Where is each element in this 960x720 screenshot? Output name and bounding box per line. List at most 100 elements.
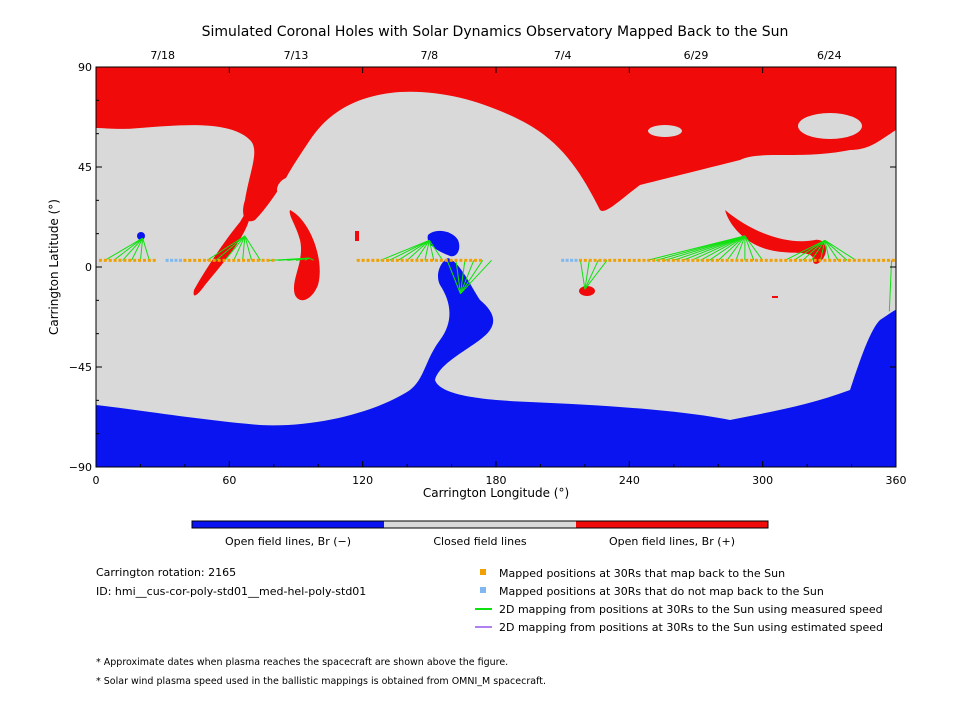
mapped-position	[415, 258, 419, 262]
mapped-position	[823, 258, 827, 262]
colorbar-segment	[384, 521, 576, 528]
mapping-line	[428, 240, 444, 261]
mapped-positions	[98, 258, 895, 262]
mapped-position	[103, 258, 107, 262]
mapped-position	[242, 258, 246, 262]
mapping-line	[244, 235, 253, 261]
mapping-line	[682, 235, 746, 261]
chart-title: Simulated Coronal Holes with Solar Dynam…	[202, 24, 789, 40]
mapping-line	[700, 235, 746, 261]
mapped-position	[618, 258, 622, 262]
mapped-position	[759, 258, 763, 262]
closed-island	[798, 113, 862, 139]
footnote-speed: * Solar wind plasma speed used in the ba…	[96, 676, 546, 687]
mapping-line	[584, 260, 590, 290]
mapped-position	[588, 258, 592, 262]
legend-square-marker	[480, 569, 486, 575]
mapping-line	[824, 240, 830, 261]
mapped-position	[686, 258, 690, 262]
mapping-line	[242, 235, 246, 261]
colorbar-frame	[191, 520, 769, 529]
y-tick-label: −90	[69, 461, 92, 474]
mapped-position	[852, 258, 856, 262]
mapped-position	[622, 258, 626, 262]
mapping-line	[131, 237, 144, 261]
mapped-position	[147, 258, 151, 262]
mapped-position	[474, 258, 478, 262]
mapped-position	[395, 258, 399, 262]
closed-island	[733, 160, 797, 200]
mapping-line	[579, 260, 586, 290]
mapped-position	[838, 258, 842, 262]
mapped-position	[813, 258, 817, 262]
mapped-position	[891, 258, 895, 262]
mapped-position	[459, 258, 463, 262]
mapped-position	[701, 258, 705, 262]
closed-island	[277, 176, 313, 204]
mapped-position	[862, 258, 866, 262]
legend-label: Mapped positions at 30Rs that do not map…	[499, 585, 824, 598]
mapped-position	[666, 258, 670, 262]
mapped-position	[390, 258, 394, 262]
legend-line-marker	[475, 626, 492, 628]
mapping-line	[139, 238, 144, 261]
mapped-position	[256, 258, 260, 262]
mapped-position	[681, 258, 685, 262]
unmapped-position	[174, 258, 178, 262]
mapping-line	[460, 260, 484, 294]
mapped-position	[449, 258, 453, 262]
mapped-position	[261, 258, 265, 262]
mapped-position	[808, 258, 812, 262]
mapped-position	[593, 258, 597, 262]
mapping-line	[744, 235, 764, 261]
colorbar: Open field lines, Br (−) Closed field lin…	[191, 520, 769, 548]
unmapped-position	[570, 258, 574, 262]
mapped-position	[113, 258, 117, 262]
mapped-position	[118, 258, 122, 262]
mapped-position	[583, 258, 587, 262]
mapped-position	[430, 258, 434, 262]
mapped-position	[425, 258, 429, 262]
mapping-line	[244, 235, 261, 261]
y-tick-label: 90	[78, 61, 92, 74]
mapping-line	[691, 235, 746, 261]
south-negative-coronal-hole	[96, 258, 896, 467]
mapped-position	[232, 258, 236, 262]
mapped-position	[642, 258, 646, 262]
mapped-position	[652, 258, 656, 262]
mapped-position	[439, 258, 443, 262]
mapped-position	[227, 258, 231, 262]
positive-lobe	[355, 231, 359, 241]
mapping-line	[304, 257, 310, 261]
positive-lobe	[579, 286, 595, 296]
mapped-position	[188, 258, 192, 262]
mapped-position	[857, 258, 861, 262]
mapping-line	[459, 260, 466, 294]
mapping-line	[446, 260, 461, 294]
unmapped-position	[165, 258, 169, 262]
top-date-label: 7/13	[284, 49, 309, 62]
mapped-position	[803, 258, 807, 262]
colorbar-segment	[192, 521, 384, 528]
mapped-position	[715, 258, 719, 262]
mapped-position	[647, 258, 651, 262]
mapped-position	[725, 258, 729, 262]
footnote-dates: * Approximate dates when plasma reaches …	[96, 657, 509, 668]
mapping-line	[673, 235, 746, 261]
x-tick-label: 120	[352, 474, 373, 487]
mapped-position	[152, 258, 156, 262]
mapped-position	[386, 258, 390, 262]
mapped-position	[266, 258, 270, 262]
legend-label: 2D mapping from positions at 30Rs to the…	[499, 603, 883, 616]
legend-label: 2D mapping from positions at 30Rs to the…	[499, 621, 884, 634]
mapped-position	[371, 258, 375, 262]
mapping-line	[744, 235, 755, 261]
y-tick-label: 0	[85, 261, 92, 274]
carrington-rotation-label: Carrington rotation: 2165	[96, 566, 237, 579]
mapping-line	[397, 239, 430, 261]
mapped-position	[696, 258, 700, 262]
mapped-position	[366, 258, 370, 262]
mapped-position	[872, 258, 876, 262]
mapped-position	[478, 258, 482, 262]
